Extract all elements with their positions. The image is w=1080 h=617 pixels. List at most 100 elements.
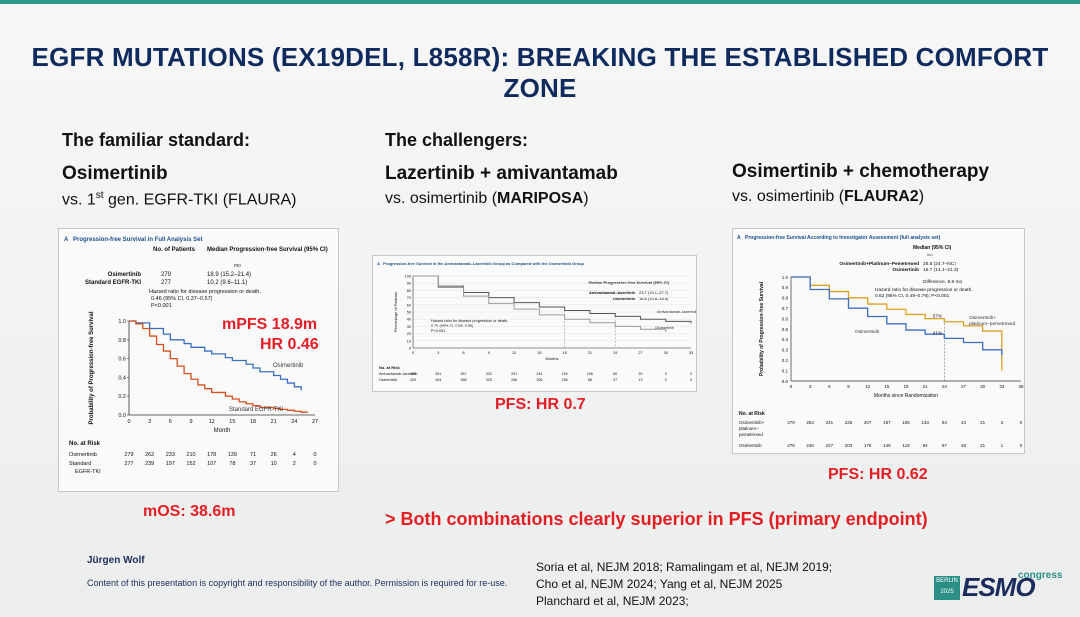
risk-row-name: Osimertinib: [739, 443, 762, 448]
median-header: Median Progression-free Survival (95% CI…: [589, 280, 670, 285]
risk-value: 4: [293, 452, 296, 458]
copyright-note: Content of this presentation is copyrigh…: [87, 578, 508, 588]
mariposa-chart-panel: A Progression-free Survival in the Amivan…: [372, 255, 697, 392]
y-tick-label: 0.7: [782, 306, 789, 311]
median-row-value: 25.5 (24.7–NC): [923, 261, 956, 267]
x-tick-label: 24: [613, 351, 617, 355]
x-tick-label: 21: [923, 384, 929, 389]
risk-value: 239: [145, 461, 154, 467]
risk-value: 71: [250, 452, 256, 458]
risk-value: 20: [638, 372, 642, 376]
chart-title: Progression-free Survival in Full Analys…: [73, 237, 203, 243]
risk-value: 0: [1020, 420, 1023, 425]
left-drug: Osimertinib: [62, 163, 168, 184]
x-axis-label: Months since Randomization: [874, 393, 938, 399]
series-label: Standard EGFR-TKI: [229, 407, 283, 413]
right-drug: Osimertinib + chemotherapy: [732, 161, 990, 182]
risk-value: 279: [124, 452, 133, 458]
median-row-value: 16.6 (14.8–18.5): [639, 296, 669, 301]
series-label: Osimertinib+: [969, 315, 996, 321]
y-tick-label: 0.4: [782, 337, 789, 342]
risk-value: 43: [961, 420, 967, 425]
x-axis-label: Month: [214, 428, 231, 434]
logo-word: congress: [1018, 570, 1063, 581]
reference-line: Cho et al, NEJM 2024; Yang et al, NEJM 2…: [536, 577, 783, 591]
risk-value: 332: [486, 372, 492, 376]
references: Soria et al, NEJM 2018; Ramalingam et al…: [536, 559, 832, 610]
risk-value: 404: [435, 378, 441, 382]
x-tick-label: 6: [462, 351, 464, 355]
risk-value: 178: [207, 452, 216, 458]
risk-value: 84: [942, 420, 948, 425]
x-tick-label: 24: [291, 419, 297, 425]
x-tick-label: 36: [1018, 384, 1024, 389]
risk-value: 3: [1001, 420, 1004, 425]
x-tick-label: 30: [664, 351, 668, 355]
risk-value: 227: [826, 443, 834, 448]
difference-text: Difference, 8.8 mo: [923, 279, 962, 285]
risk-value: 203: [845, 443, 853, 448]
series-label: Osimertinib: [855, 329, 880, 335]
risk-value: 37: [250, 461, 256, 467]
risk-row-name: Osimertinib+: [739, 420, 765, 425]
hazard-ratio-text: 0.62 (95% CI, 0.49–0.79); P<0.001: [875, 293, 950, 299]
table-unit: mo: [234, 263, 241, 269]
risk-value: 210: [186, 452, 195, 458]
y-tick-label: 0.8: [782, 296, 789, 301]
x-tick-label: 12: [865, 384, 871, 389]
x-tick-label: 18: [903, 384, 909, 389]
risk-value: 21: [980, 443, 986, 448]
risk-value: 358: [461, 378, 467, 382]
risk-value: 139: [228, 452, 237, 458]
y-tick-label: 0.0: [118, 413, 126, 419]
flaura-km-chart: A Progression-free Survival in Full Analy…: [64, 237, 328, 475]
risk-row-name: pemetrexed: [739, 432, 763, 437]
panel-label: A: [377, 261, 380, 266]
risk-value: 10: [271, 461, 277, 467]
table-row-name: Osimertinib: [108, 272, 142, 278]
x-tick-label: 3: [148, 419, 151, 425]
risk-value: 0: [313, 461, 316, 467]
risk-value: 391: [435, 372, 441, 376]
x-tick-label: 33: [999, 384, 1005, 389]
mariposa-hr-callout: PFS: HR 0.7: [495, 396, 586, 413]
risk-row-name: Amivantamab–lazertinib: [379, 372, 417, 376]
risk-value: 94: [923, 443, 929, 448]
y-tick-label: 40: [407, 318, 411, 322]
table-header: Median Progression-free Survival (95% CI…: [207, 247, 328, 253]
y-axis-label: Probability of Progression-free Survival: [89, 311, 95, 424]
risk-value: 107: [207, 461, 216, 467]
risk-value: 325: [486, 378, 492, 382]
x-tick-label: 6: [828, 384, 831, 389]
risk-value: 429: [410, 372, 416, 376]
y-tick-label: 100: [405, 275, 411, 279]
author-name: Jürgen Wolf: [87, 555, 145, 566]
risk-value: 1: [1001, 443, 1004, 448]
risk-value: 429: [410, 378, 416, 382]
y-tick-label: 0.1: [782, 368, 789, 373]
reference-line: Planchard et al, NEJM 2023;: [536, 594, 689, 608]
y-tick-label: 0.6: [782, 316, 789, 321]
risk-value: 152: [186, 461, 195, 467]
table-row-median: 10.2 (9.6–11.1): [207, 280, 247, 286]
table-header: No. of Patients: [153, 247, 196, 253]
landmark-annotation: 41%: [933, 330, 943, 336]
panel-label: A: [64, 237, 69, 243]
table-row-name: Standard EGFR-TKI: [85, 280, 141, 286]
series-label: Osimertinib: [655, 326, 674, 330]
table-row-median: 18.9 (15.2–21.4): [207, 272, 251, 278]
series-label: Amivantamab–lazertinib: [657, 310, 697, 314]
y-tick-label: 0.2: [118, 394, 126, 400]
reference-line: Soria et al, NEJM 2018; Ramalingam et al…: [536, 560, 833, 574]
conclusion-text: > Both combinations clearly superior in …: [385, 509, 928, 529]
median-row-name: Osimertinib+Platinum–Pemetrexed: [839, 261, 919, 267]
y-tick-label: 0.3: [782, 348, 789, 353]
x-tick-label: 9: [488, 351, 490, 355]
y-tick-label: 0.4: [118, 375, 126, 381]
left-comparator: vs. 1st gen. EGFR-TKI (FLAURA): [62, 190, 297, 209]
risk-value: 291: [511, 372, 517, 376]
esmo-logo: BERLIN 2025 ESMO congress: [934, 570, 1062, 604]
median-header: Median (95% CI): [913, 245, 952, 251]
risk-table-title: No. at Risk: [69, 441, 101, 447]
table-row-patients: 279: [161, 272, 172, 278]
